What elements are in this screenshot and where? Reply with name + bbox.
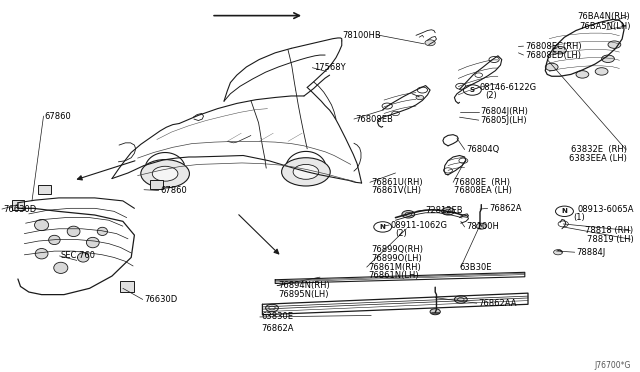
Circle shape [459, 158, 468, 163]
Text: 08913-6065A: 08913-6065A [577, 205, 634, 214]
Circle shape [456, 83, 466, 89]
Text: 78884J: 78884J [576, 248, 605, 257]
Circle shape [444, 168, 452, 173]
Text: 6383EEA (LH): 6383EEA (LH) [570, 154, 627, 163]
Text: 76804Q: 76804Q [466, 145, 499, 154]
Circle shape [595, 68, 608, 75]
Text: S: S [470, 87, 475, 93]
Circle shape [602, 55, 614, 62]
Text: 08911-1062G: 08911-1062G [390, 221, 447, 230]
Text: (2): (2) [485, 92, 497, 100]
Text: 76861N(LH): 76861N(LH) [368, 271, 419, 280]
Circle shape [475, 73, 483, 77]
Text: N: N [561, 208, 568, 214]
Text: 76899Q(RH): 76899Q(RH) [371, 246, 423, 254]
Text: 76808ED(LH): 76808ED(LH) [525, 51, 581, 60]
Text: 76BA4N(RH): 76BA4N(RH) [578, 12, 630, 21]
Circle shape [425, 40, 435, 46]
Text: J76700*G: J76700*G [594, 361, 630, 370]
Text: 78819 (LH): 78819 (LH) [587, 235, 634, 244]
Text: 76808EC(RH): 76808EC(RH) [525, 42, 581, 51]
Text: 67860: 67860 [45, 112, 72, 121]
Text: 76861M(RH): 76861M(RH) [368, 263, 420, 272]
Text: 76861V(LH): 76861V(LH) [371, 186, 421, 195]
Bar [120, 281, 134, 292]
Text: 78100H: 78100H [466, 222, 499, 231]
Circle shape [152, 166, 178, 181]
Text: 76899O(LH): 76899O(LH) [371, 254, 422, 263]
Text: 76808EA (LH): 76808EA (LH) [454, 186, 512, 195]
Circle shape [489, 57, 499, 62]
Text: 63830E: 63830E [261, 312, 293, 321]
Circle shape [454, 296, 467, 303]
Text: 76894N(RH): 76894N(RH) [278, 281, 330, 290]
Circle shape [392, 111, 399, 116]
Circle shape [417, 87, 428, 93]
Text: 78818 (RH): 78818 (RH) [586, 226, 634, 235]
Bar [12, 200, 24, 210]
Circle shape [608, 41, 621, 48]
Circle shape [266, 304, 278, 312]
Text: 78100HB: 78100HB [342, 31, 381, 40]
Circle shape [458, 298, 464, 301]
Circle shape [374, 222, 392, 232]
Ellipse shape [35, 219, 49, 231]
Circle shape [269, 306, 275, 310]
Text: (2): (2) [396, 229, 407, 238]
Text: 76630D: 76630D [144, 295, 177, 304]
Bar [38, 185, 51, 194]
Text: 72812EB: 72812EB [426, 206, 463, 215]
Circle shape [293, 164, 319, 179]
Text: 76862AA: 76862AA [479, 299, 517, 308]
Text: 76862A: 76862A [261, 324, 294, 333]
Text: 67860: 67860 [160, 186, 187, 195]
Circle shape [476, 223, 486, 229]
Ellipse shape [77, 253, 89, 262]
Text: 76808E  (RH): 76808E (RH) [454, 178, 511, 187]
Ellipse shape [54, 262, 68, 273]
Bar [150, 180, 163, 189]
Text: SEC.760: SEC.760 [61, 251, 96, 260]
Text: 76895N(LH): 76895N(LH) [278, 290, 329, 299]
Circle shape [405, 212, 412, 216]
Text: N: N [380, 224, 386, 230]
Circle shape [463, 85, 481, 95]
Ellipse shape [97, 227, 108, 235]
Text: 76BA5N(LH): 76BA5N(LH) [579, 22, 630, 31]
Circle shape [558, 221, 568, 227]
Circle shape [141, 160, 189, 188]
Circle shape [545, 63, 558, 71]
Circle shape [430, 309, 440, 315]
Circle shape [442, 208, 454, 215]
Text: 63832E  (RH): 63832E (RH) [572, 145, 627, 154]
Ellipse shape [67, 226, 80, 237]
Circle shape [554, 46, 566, 54]
Ellipse shape [49, 235, 60, 245]
Circle shape [416, 95, 424, 100]
Text: 17568Y: 17568Y [314, 63, 345, 72]
Circle shape [282, 158, 330, 186]
Ellipse shape [35, 248, 48, 259]
Text: 76862A: 76862A [490, 204, 522, 213]
Circle shape [576, 71, 589, 78]
Text: 76630D: 76630D [3, 205, 36, 214]
Text: (1): (1) [573, 213, 584, 222]
Ellipse shape [86, 237, 99, 248]
Text: 76804J(RH): 76804J(RH) [480, 107, 528, 116]
Text: 08146-6122G: 08146-6122G [480, 83, 537, 92]
Text: 76808EB: 76808EB [355, 115, 393, 124]
Circle shape [382, 103, 392, 109]
Circle shape [554, 250, 563, 255]
Text: 76861U(RH): 76861U(RH) [371, 178, 423, 187]
Circle shape [445, 209, 451, 213]
Text: 76805J(LH): 76805J(LH) [480, 116, 527, 125]
Circle shape [402, 211, 415, 218]
Circle shape [556, 206, 573, 217]
Text: 63B30E: 63B30E [460, 263, 492, 272]
